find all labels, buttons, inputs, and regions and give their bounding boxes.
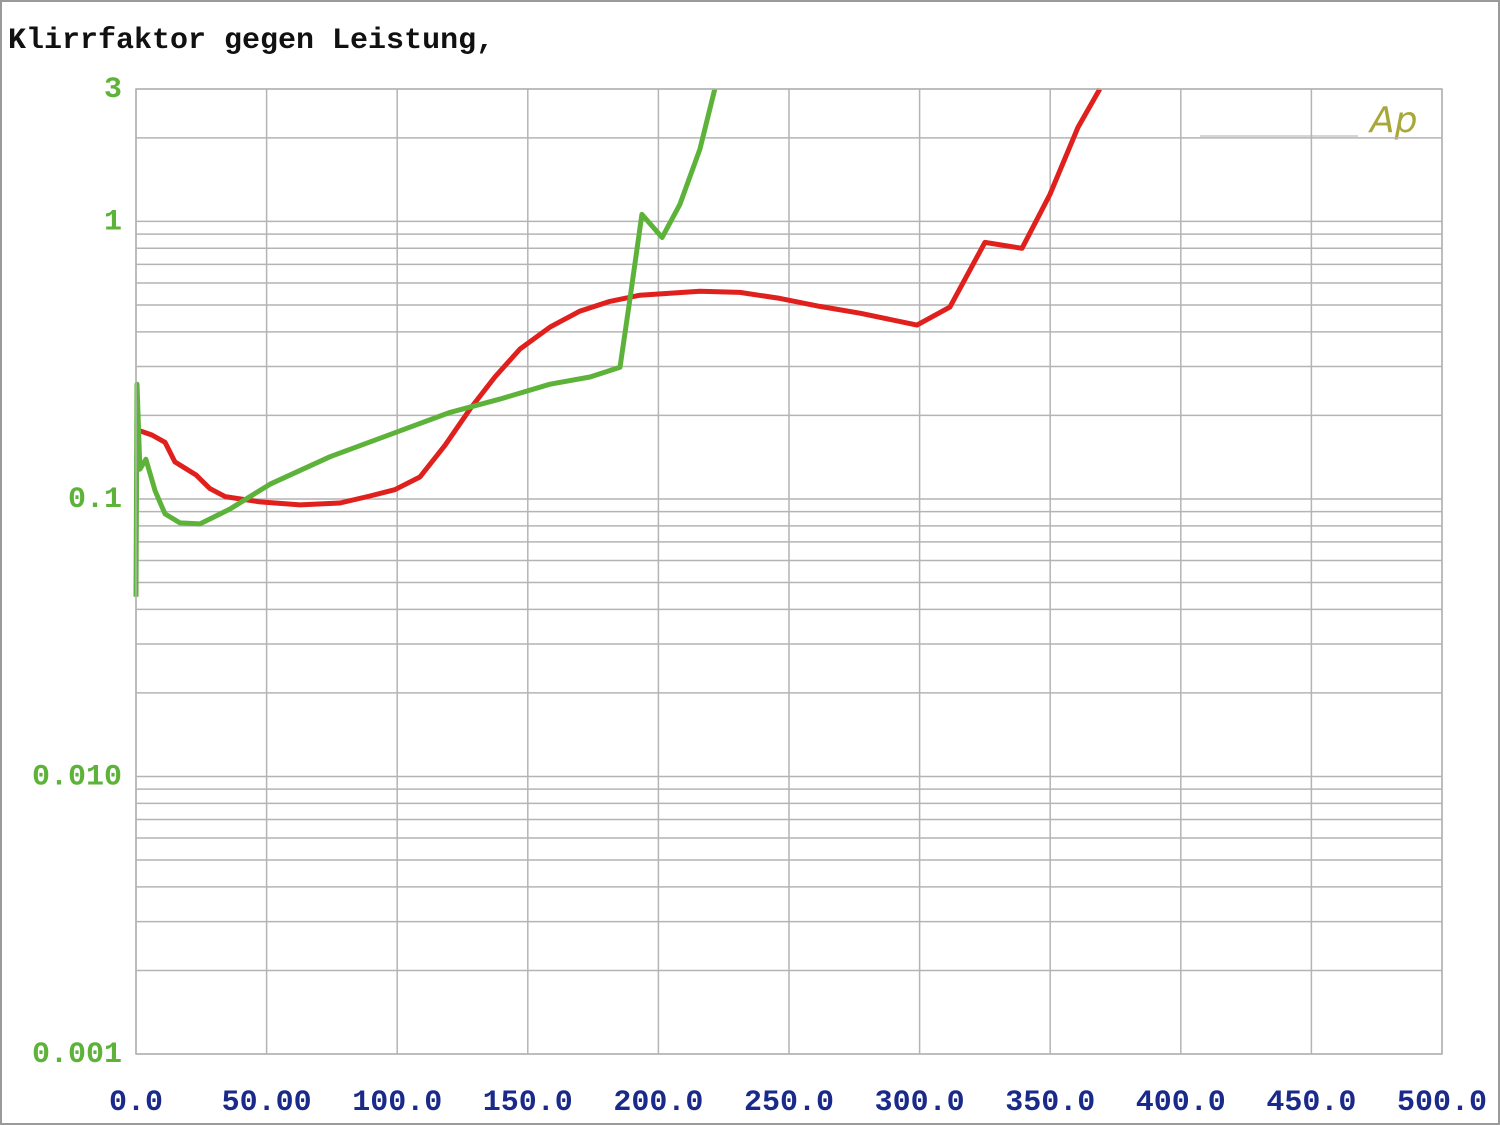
x-tick-label: 450.0 <box>1266 1086 1356 1120</box>
x-tick-label: 400.0 <box>1136 1086 1226 1120</box>
x-tick-label: 350.0 <box>1005 1086 1095 1120</box>
y-tick-label: 0.001 <box>32 1038 122 1072</box>
y-tick-label: 1 <box>104 205 122 239</box>
x-tick-label: 0.0 <box>109 1086 163 1120</box>
x-tick-label: 200.0 <box>613 1086 703 1120</box>
x-tick-label: 250.0 <box>744 1086 834 1120</box>
data-line <box>133 88 718 597</box>
plot-border <box>135 88 1443 1055</box>
logo: Ap <box>1368 100 1417 141</box>
x-tick-label: 300.0 <box>875 1086 965 1120</box>
chart-title: Klirrfaktor gegen Leistung, <box>8 24 494 58</box>
x-tick-label: 100.0 <box>352 1086 442 1120</box>
y-tick-label: 3 <box>104 73 122 107</box>
data-line <box>139 87 1102 508</box>
y-tick-label: 0.010 <box>32 760 122 794</box>
x-tick-label: 150.0 <box>483 1086 573 1120</box>
x-tick-label: 50.00 <box>222 1086 312 1120</box>
y-tick-label: 0.1 <box>68 483 122 517</box>
x-tick-label: 500.0 <box>1397 1086 1487 1120</box>
